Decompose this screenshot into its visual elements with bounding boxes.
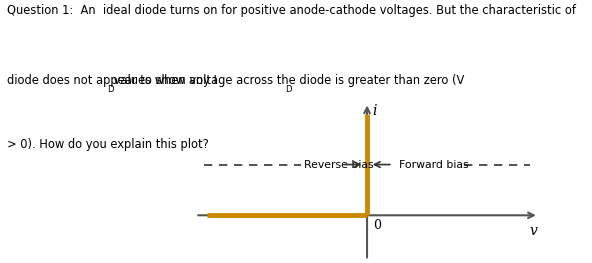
Text: values when voltage across the diode is greater than zero (V: values when voltage across the diode is …: [110, 74, 464, 87]
Text: diode does not appear to show any I: diode does not appear to show any I: [7, 74, 217, 87]
Text: v: v: [529, 224, 537, 237]
Text: Question 1:  An  ideal diode turns on for positive anode-cathode voltages. But t: Question 1: An ideal diode turns on for …: [7, 4, 576, 17]
Text: i: i: [373, 104, 377, 118]
Text: 0: 0: [373, 219, 381, 232]
Text: D: D: [285, 85, 292, 94]
Text: D: D: [107, 85, 113, 94]
Text: Reverse bias: Reverse bias: [304, 160, 374, 170]
Text: > 0). How do you explain this plot?: > 0). How do you explain this plot?: [7, 138, 209, 151]
Text: Forward bias: Forward bias: [398, 160, 468, 170]
